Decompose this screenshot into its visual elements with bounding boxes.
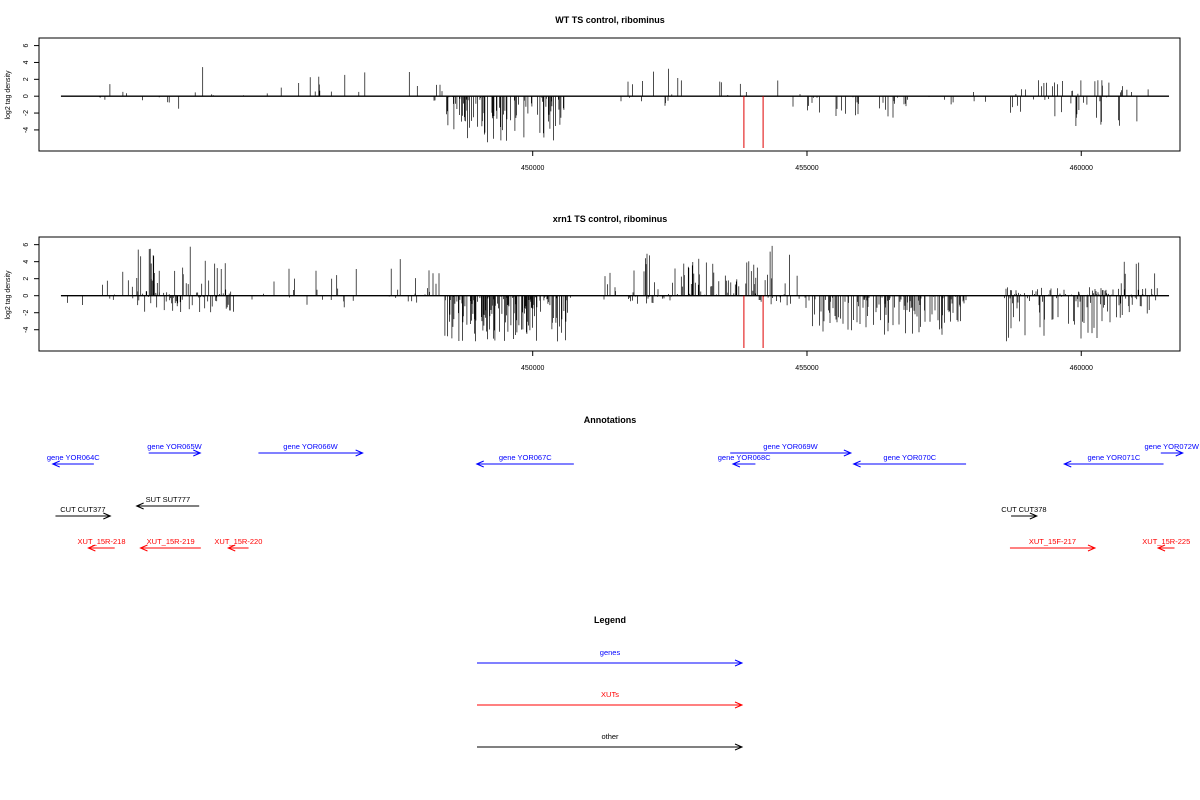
feature-label: XUT_15R-220 xyxy=(214,537,262,546)
xrn1-y-axis: -4 -2 0 2 4 6 xyxy=(23,243,39,333)
arrow-head xyxy=(475,460,484,468)
annotation-feature: gene YOR067C xyxy=(475,453,574,468)
legend-entry-genes: genes xyxy=(477,648,744,667)
wt-x-axis: 450000 455000 460000 xyxy=(521,151,1093,172)
x-tick-label: 460000 xyxy=(1070,165,1093,172)
xrn1-coverage-bars xyxy=(60,245,1170,348)
legend-label: genes xyxy=(600,648,621,657)
annotations-title: Annotations xyxy=(584,415,637,425)
annotation-feature: gene YOR071C xyxy=(1062,453,1164,468)
legend-label: other xyxy=(601,732,619,741)
feature-label: gene YOR068C xyxy=(718,453,771,462)
x-tick-label: 450000 xyxy=(521,365,544,372)
feature-label: XUT_15R-218 xyxy=(78,537,126,546)
feature-label: XUT_15R-225 xyxy=(1142,537,1190,546)
arrow-head xyxy=(51,460,60,468)
annotation-feature: gene YOR070C xyxy=(852,453,967,468)
legend-arrow-head xyxy=(734,701,744,709)
arrow-head xyxy=(852,460,861,468)
feature-label: SUT SUT777 xyxy=(146,495,190,504)
annotation-feature: XUT_15R-219 xyxy=(139,537,201,552)
annotation-feature: XUT_15R-218 xyxy=(78,537,126,552)
xrn1-y-axis-label: log2 tag density xyxy=(5,270,12,320)
feature-label: XUT_15F-217 xyxy=(1029,537,1076,546)
y-tick-label: 6 xyxy=(23,243,30,247)
xrn1-plot-frame xyxy=(38,236,1181,352)
feature-label: gene YOR069W xyxy=(763,442,818,451)
annotation-feature: XUT_15F-217 xyxy=(1009,537,1097,552)
wt-coverage-bars xyxy=(60,67,1170,148)
wt-y-axis-label: log2 tag density xyxy=(5,70,12,120)
xrn1-track-panel: xrn1 TS control, ribominus 450000 455000 4… xyxy=(5,214,1181,372)
y-tick-label: 0 xyxy=(23,94,30,98)
arrow-head xyxy=(1087,544,1097,552)
legend-label: XUTs xyxy=(601,690,619,699)
feature-label: gene YOR064C xyxy=(47,453,100,462)
feature-label: CUT CUT378 xyxy=(1001,505,1046,514)
feature-label: XUT_15R-219 xyxy=(147,537,195,546)
arrow-head xyxy=(843,449,853,457)
y-tick-label: -4 xyxy=(23,327,30,333)
wt-track-panel: WT TS control, ribominus 450000 455000 460… xyxy=(5,15,1181,172)
legend: Legend genes XUTs other xyxy=(477,615,744,751)
xrn1-x-axis: 450000 455000 460000 xyxy=(521,351,1093,372)
y-tick-label: -2 xyxy=(23,310,30,316)
y-tick-label: -2 xyxy=(23,110,30,116)
annotation-feature: gene YOR068C xyxy=(718,453,771,468)
arrow-head xyxy=(135,502,144,510)
arrow-head xyxy=(1156,544,1166,552)
annotation-feature: gene YOR065W xyxy=(147,442,203,457)
x-tick-label: 455000 xyxy=(795,365,818,372)
arrow-head xyxy=(103,512,112,520)
arrow-head xyxy=(1062,460,1072,468)
legend-arrow-head xyxy=(734,659,744,667)
legend-entry-other: other xyxy=(477,732,744,751)
y-tick-label: 2 xyxy=(23,277,30,281)
legend-items: genes XUTs other xyxy=(477,648,744,751)
annotation-feature: XUT_15R-225 xyxy=(1142,537,1190,552)
annotation-items: gene YOR064C gene YOR065W gene YOR066W gene… xyxy=(47,442,1200,552)
legend-title: Legend xyxy=(594,615,626,625)
annotation-feature: CUT CUT377 xyxy=(55,505,112,520)
annotation-feature: CUT CUT378 xyxy=(1001,505,1047,520)
feature-label: gene YOR067C xyxy=(499,453,552,462)
arrow-head xyxy=(1175,449,1185,457)
arrow-head xyxy=(1029,512,1039,520)
xrn1-panel-title: xrn1 TS control, ribominus xyxy=(553,214,668,224)
wt-y-axis: -4 -2 0 2 4 6 xyxy=(23,44,39,133)
arrow-head xyxy=(731,460,741,468)
arrow-head xyxy=(193,449,202,457)
wt-panel-title: WT TS control, ribominus xyxy=(555,15,665,25)
arrow-head xyxy=(226,544,236,552)
x-tick-label: 455000 xyxy=(795,165,818,172)
arrow-head xyxy=(87,544,96,552)
y-tick-label: 0 xyxy=(23,294,30,298)
x-tick-label: 450000 xyxy=(521,165,544,172)
y-tick-label: -4 xyxy=(23,127,30,133)
annotation-feature: gene YOR069W xyxy=(730,442,853,457)
annotation-feature: XUT_15R-220 xyxy=(214,537,262,552)
annotation-feature: SUT SUT777 xyxy=(135,495,200,510)
y-tick-label: 4 xyxy=(23,260,30,264)
y-tick-label: 6 xyxy=(23,44,30,48)
y-tick-label: 4 xyxy=(23,60,30,64)
feature-label: gene YOR072W xyxy=(1145,442,1200,451)
arrow-head xyxy=(355,449,364,457)
legend-arrow-head xyxy=(734,743,744,751)
feature-label: gene YOR066W xyxy=(283,442,338,451)
annotation-feature: gene YOR072W xyxy=(1145,442,1200,457)
feature-label: gene YOR071C xyxy=(1087,453,1140,462)
arrow-head xyxy=(139,544,148,552)
annotation-feature: gene YOR066W xyxy=(258,442,364,457)
feature-label: gene YOR065W xyxy=(147,442,202,451)
wt-plot-frame xyxy=(38,37,1181,152)
legend-entry-xuts: XUTs xyxy=(477,690,744,709)
feature-label: CUT CUT377 xyxy=(60,505,105,514)
annotation-feature: gene YOR064C xyxy=(47,453,100,468)
x-tick-label: 460000 xyxy=(1070,365,1093,372)
feature-label: gene YOR070C xyxy=(883,453,936,462)
y-tick-label: 2 xyxy=(23,77,30,81)
